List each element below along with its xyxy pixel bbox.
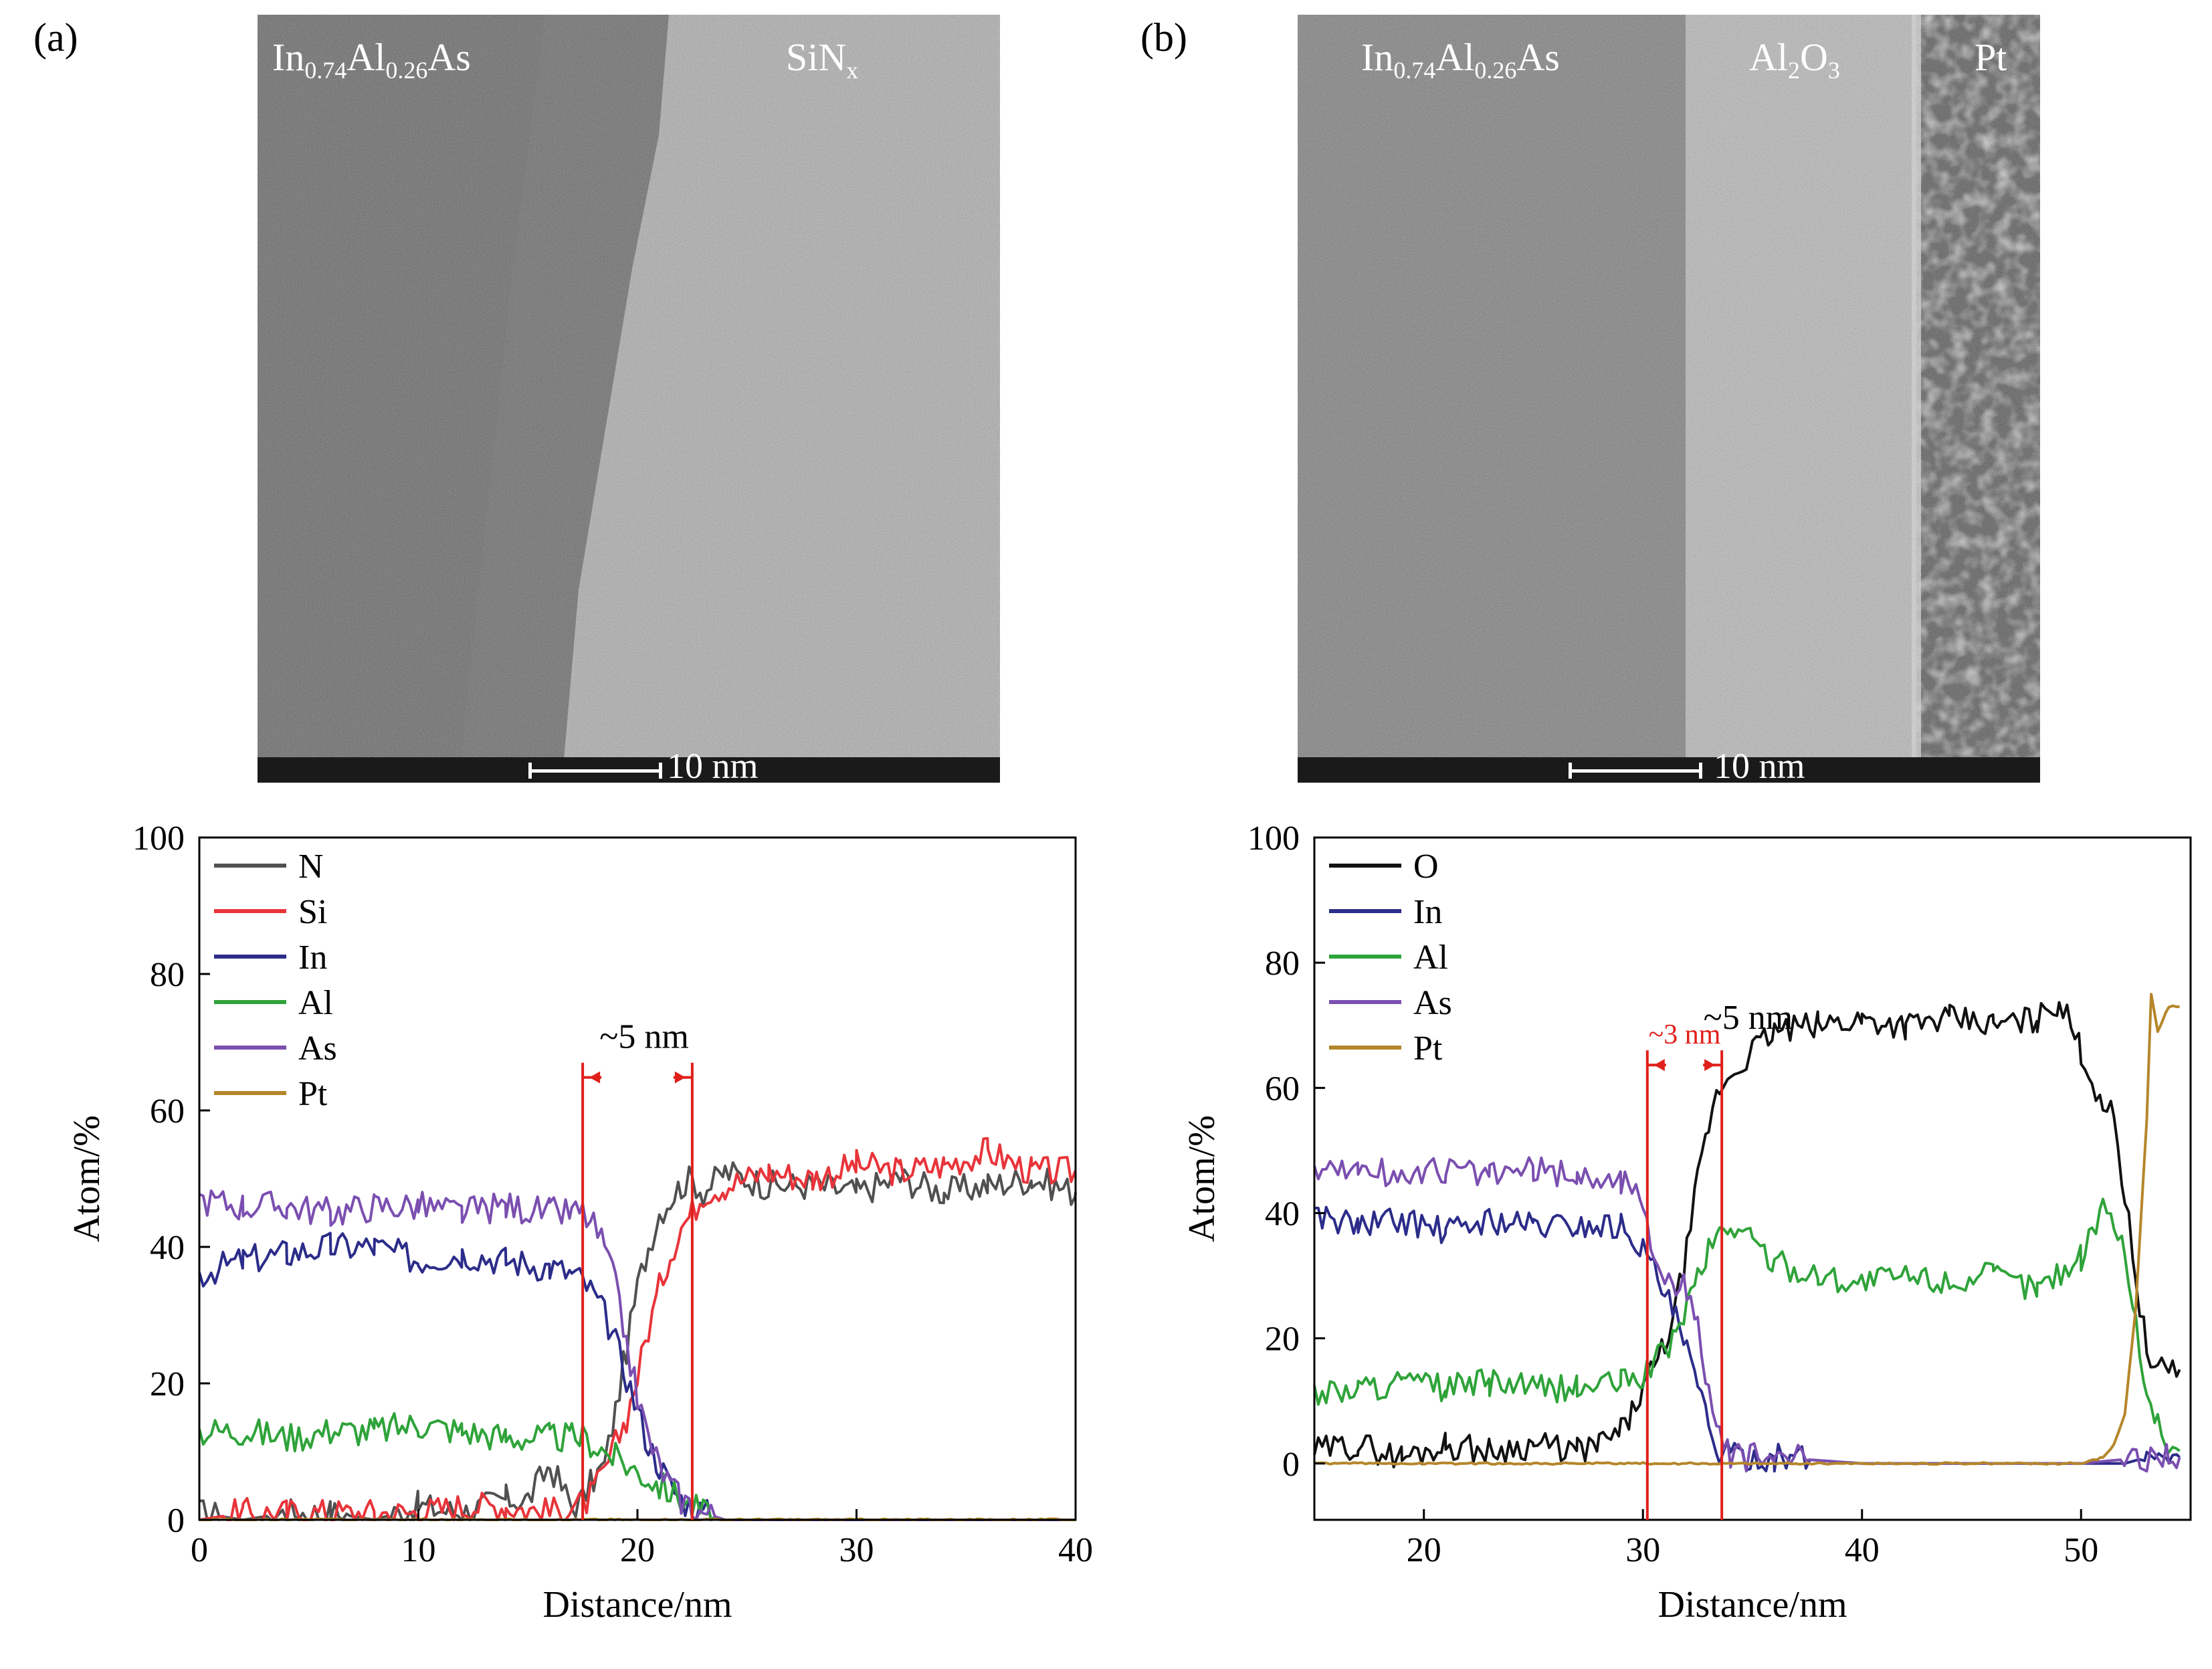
y-tick-label: 20 bbox=[1265, 1320, 1300, 1359]
material-label-pt: Pt bbox=[1975, 35, 2007, 79]
legend-label-o: O bbox=[1413, 848, 1439, 886]
x-tick-label: 20 bbox=[620, 1531, 655, 1569]
thickness-label-red: ~3 nm bbox=[1649, 1019, 1721, 1050]
panel-label-b: (b) bbox=[1140, 15, 1187, 60]
arrowhead-right bbox=[1704, 1059, 1716, 1072]
legend-label-as: As bbox=[298, 1029, 337, 1068]
x-axis-label: Distance/nm bbox=[542, 1584, 732, 1626]
y-axis-label: Atom/% bbox=[1181, 1115, 1223, 1242]
series-line-si bbox=[199, 1137, 1077, 1521]
legend-label-as: As bbox=[1413, 984, 1452, 1022]
thickness-label-black: ~5 nm bbox=[1704, 999, 1793, 1037]
x-tick-label: 40 bbox=[1058, 1531, 1093, 1569]
scale-bar-strip-b: 10 nm bbox=[1298, 746, 2040, 783]
series-line-as bbox=[1313, 1156, 2181, 1473]
scale-bar-b bbox=[1569, 763, 1702, 779]
tem-image-b-texture bbox=[1298, 15, 2040, 783]
y-tick-label: 60 bbox=[1265, 1070, 1300, 1108]
scale-bar-a bbox=[528, 763, 662, 779]
x-tick-label: 10 bbox=[401, 1531, 436, 1569]
legend-label-pt: Pt bbox=[1413, 1029, 1443, 1068]
plot-frame bbox=[198, 836, 1077, 1521]
x-axis-label: Distance/nm bbox=[1657, 1584, 1847, 1626]
legend-label-si: Si bbox=[298, 893, 327, 931]
y-tick-label: 60 bbox=[150, 1092, 185, 1131]
plot-frame bbox=[1313, 836, 2192, 1521]
series-line-o bbox=[1313, 1001, 2181, 1469]
legend-label-al: Al bbox=[298, 984, 333, 1022]
x-tick-label: 40 bbox=[1845, 1531, 1880, 1569]
material-label-sinx: SiNx bbox=[786, 35, 859, 84]
chart-a: 0 10 20 30 40 0 20 40 60 80 100 Distance/nm Atom/% N S… bbox=[0, 796, 1106, 1666]
y-tick-label: 100 bbox=[1247, 819, 1300, 858]
arrowhead-left bbox=[589, 1071, 601, 1084]
legend-label-pt: Pt bbox=[298, 1075, 328, 1113]
legend-label-in: In bbox=[1413, 893, 1442, 931]
y-tick-label: 40 bbox=[150, 1229, 185, 1267]
y-tick-label: 0 bbox=[167, 1502, 185, 1540]
x-tick-label: 30 bbox=[839, 1531, 874, 1569]
x-tick-label: 30 bbox=[1625, 1531, 1660, 1569]
series-line-al bbox=[1313, 1197, 2181, 1454]
y-tick-label: 80 bbox=[150, 956, 185, 994]
tem-image-a: In0.74Al0.26As SiNx 10 nm bbox=[258, 15, 1000, 783]
y-tick-label: 80 bbox=[1265, 945, 1300, 983]
y-tick-label: 0 bbox=[1282, 1446, 1300, 1484]
arrowhead-right bbox=[674, 1071, 686, 1084]
x-tick-label: 50 bbox=[2064, 1531, 2098, 1569]
series-line-n bbox=[199, 1161, 1077, 1521]
x-tick-label: 20 bbox=[1407, 1531, 1441, 1569]
thickness-label: ~5 nm bbox=[599, 1018, 689, 1056]
arrowhead-left bbox=[1653, 1059, 1665, 1072]
legend-label-in: In bbox=[298, 939, 327, 977]
chart-b: 20 30 40 50 0 20 40 60 80 100 Distance/nm Atom/% O In… bbox=[1106, 796, 2212, 1666]
chart-b-plot: 20 30 40 50 0 20 40 60 80 100 Distance/nm Atom/% O In… bbox=[1181, 819, 2192, 1626]
y-axis-label: Atom/% bbox=[66, 1115, 108, 1242]
series-line-in bbox=[1314, 1205, 2181, 1473]
legend-label-n: N bbox=[298, 848, 324, 886]
scale-bar-strip-a: 10 nm bbox=[258, 746, 1000, 783]
scale-bar-label-b: 10 nm bbox=[1714, 746, 1805, 783]
tem-image-a-texture bbox=[258, 15, 1000, 783]
y-tick-label: 100 bbox=[132, 819, 185, 858]
material-label-inalas-b: In0.74Al0.26As bbox=[1361, 35, 1560, 84]
panel-label-a: (a) bbox=[33, 15, 78, 60]
x-tick-label: 0 bbox=[191, 1531, 208, 1569]
scale-bar-label-a: 10 nm bbox=[667, 746, 759, 783]
y-tick-label: 40 bbox=[1265, 1195, 1300, 1233]
material-label-al2o3: Al2O3 bbox=[1749, 35, 1840, 84]
legend-label-al: Al bbox=[1413, 939, 1448, 977]
y-tick-label: 20 bbox=[150, 1365, 185, 1403]
chart-a-plot: 0 10 20 30 40 0 20 40 60 80 100 Distance/nm Atom/% NS… bbox=[66, 819, 1093, 1626]
material-label-inalas-a: In0.74Al0.26As bbox=[272, 35, 471, 84]
series-line-pt bbox=[1314, 993, 2180, 1466]
tem-image-b: In0.74Al0.26As Al2O3 Pt 10 nm bbox=[1298, 15, 2040, 783]
